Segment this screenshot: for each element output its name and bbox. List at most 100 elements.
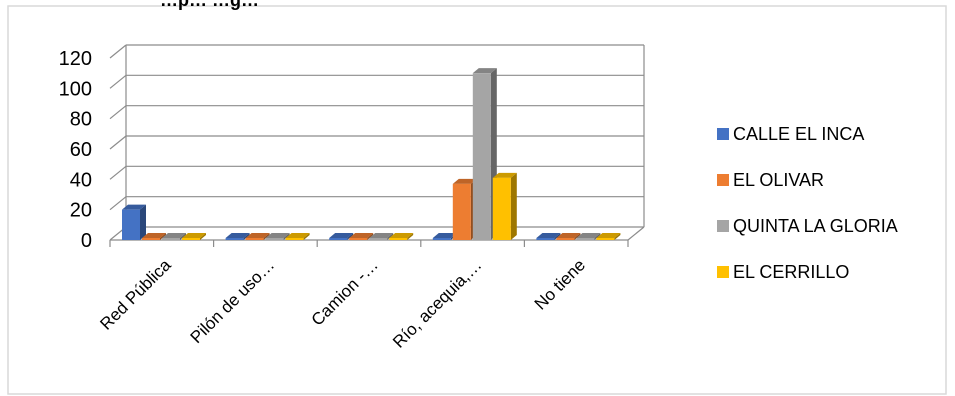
x-axis-categories: Red Pública Pilón de uso… Camion -… Río, ac… bbox=[96, 255, 589, 352]
bar-side bbox=[387, 233, 394, 240]
bar-top bbox=[472, 68, 497, 74]
bar-top bbox=[182, 233, 206, 238]
bar-top bbox=[492, 172, 517, 178]
bar-side bbox=[200, 233, 206, 240]
y-tick-label: 120 bbox=[59, 48, 92, 70]
y-tick-label: 40 bbox=[70, 169, 92, 191]
bar-front bbox=[472, 73, 491, 241]
legend-swatch bbox=[717, 266, 729, 278]
bar-front bbox=[349, 238, 368, 240]
legend: CALLE EL INCA EL OLIVAR QUINTA LA GLORIA EL… bbox=[717, 124, 898, 282]
gridline-depth bbox=[109, 196, 127, 211]
bar-front bbox=[225, 238, 244, 240]
bar-front bbox=[452, 183, 471, 240]
bar-front bbox=[536, 238, 555, 240]
bar-front bbox=[596, 238, 615, 240]
legend-item: EL CERRILLO bbox=[717, 262, 849, 282]
bar-side bbox=[263, 233, 270, 240]
bar-top bbox=[432, 233, 457, 238]
bar-side bbox=[140, 204, 146, 240]
bar bbox=[556, 233, 581, 240]
bar-top bbox=[245, 233, 270, 238]
gridline-depth bbox=[109, 74, 127, 89]
bar bbox=[369, 233, 394, 240]
bar bbox=[245, 233, 270, 240]
bar-side bbox=[574, 233, 581, 240]
bar-front bbox=[182, 238, 200, 240]
bar-top bbox=[225, 233, 250, 238]
bar bbox=[162, 233, 186, 240]
bar-top bbox=[536, 233, 561, 238]
legend-item: EL OLIVAR bbox=[717, 170, 824, 190]
bar-top bbox=[556, 233, 581, 238]
bar-top bbox=[596, 233, 621, 238]
bar bbox=[329, 233, 354, 240]
x-category-label: Red Pública bbox=[96, 255, 175, 334]
legend-swatch bbox=[717, 128, 729, 140]
chart-frame bbox=[7, 5, 947, 395]
gridline-depth bbox=[109, 105, 127, 120]
bar bbox=[265, 233, 290, 240]
bar bbox=[536, 233, 561, 240]
legend-swatch bbox=[717, 220, 729, 232]
bar-front bbox=[162, 238, 180, 240]
bar-side bbox=[347, 233, 354, 240]
bar bbox=[122, 204, 146, 240]
y-tick-label: 60 bbox=[70, 139, 92, 161]
bar-top bbox=[329, 233, 354, 238]
bar-top bbox=[265, 233, 290, 238]
legend-label: CALLE EL INCA bbox=[733, 124, 864, 144]
y-tick-label: 100 bbox=[59, 78, 92, 100]
bar-front bbox=[369, 238, 388, 240]
floor-right-edge bbox=[627, 226, 645, 241]
bar-top bbox=[452, 178, 477, 184]
legend-label: EL OLIVAR bbox=[733, 170, 824, 190]
bar-side bbox=[303, 233, 310, 240]
bar-side bbox=[160, 233, 166, 240]
chart-title: …p… …g… bbox=[160, 0, 259, 10]
bar bbox=[492, 172, 517, 240]
bar bbox=[182, 233, 206, 240]
y-tick-label: 80 bbox=[70, 109, 92, 131]
bar-front bbox=[245, 238, 264, 240]
bar-top bbox=[576, 233, 601, 238]
bar bbox=[576, 233, 601, 240]
bar-side bbox=[367, 233, 374, 240]
y-tick-label: 0 bbox=[81, 230, 92, 252]
bar-front bbox=[576, 238, 595, 240]
bar-side bbox=[243, 233, 250, 240]
gridline-depth bbox=[109, 135, 127, 150]
bar bbox=[349, 233, 374, 240]
bar-top bbox=[369, 233, 394, 238]
bar-side bbox=[283, 233, 290, 240]
bar-front bbox=[432, 238, 451, 240]
bar-top bbox=[142, 233, 166, 238]
bar bbox=[142, 233, 166, 240]
bar-front bbox=[142, 238, 160, 240]
bar-front bbox=[492, 177, 511, 240]
bar-front bbox=[265, 238, 284, 240]
bar bbox=[225, 233, 250, 240]
bar-top bbox=[389, 233, 414, 238]
y-axis-ticks: 0 20 40 60 80 100 120 bbox=[59, 48, 92, 252]
gridline-depth bbox=[109, 165, 127, 180]
legend-item: QUINTA LA GLORIA bbox=[717, 216, 898, 236]
bar-side bbox=[510, 172, 517, 240]
legend-item: CALLE EL INCA bbox=[717, 124, 864, 144]
legend-label: QUINTA LA GLORIA bbox=[733, 216, 898, 236]
bar-side bbox=[614, 233, 621, 240]
bar-side bbox=[407, 233, 414, 240]
gridlines bbox=[109, 44, 645, 247]
bar-front bbox=[285, 238, 304, 240]
bar-top bbox=[285, 233, 310, 238]
legend-swatch bbox=[717, 174, 729, 186]
x-category-label: Camion -… bbox=[308, 255, 382, 329]
bar-side bbox=[594, 233, 601, 240]
bar-top bbox=[162, 233, 186, 238]
gridline-depth bbox=[109, 44, 127, 59]
bar-side bbox=[180, 233, 186, 240]
bar-front bbox=[389, 238, 408, 240]
bar bbox=[596, 233, 621, 240]
x-category-label: Pilón de uso… bbox=[187, 255, 279, 347]
